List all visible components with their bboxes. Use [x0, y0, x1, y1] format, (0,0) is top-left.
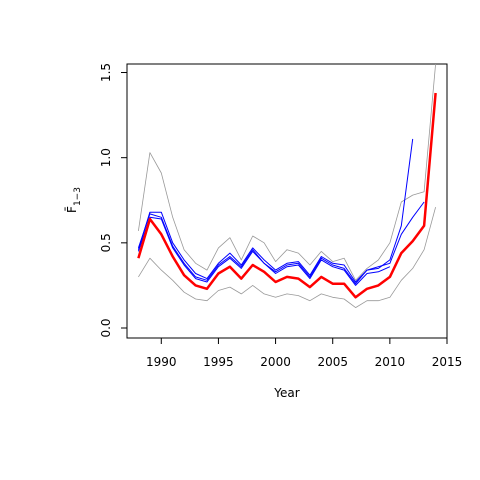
plot-frame: [126, 63, 448, 339]
series-layer: [137, 63, 437, 309]
x-tick-label: 1995: [203, 355, 234, 369]
y-tick-label: 1.5: [99, 63, 113, 82]
series-line-upper-bound: [138, 63, 436, 281]
y-tick-label: 0.0: [99, 318, 113, 337]
y-axis: 0.0 0.5 1.0 1.5: [99, 63, 128, 338]
y-axis-title-subscript: 1−3: [73, 187, 83, 206]
x-tick-label: 2000: [260, 355, 291, 369]
svg-text:F̄1−3: F̄1−3: [65, 187, 83, 213]
y-tick-label: 0.5: [99, 233, 113, 252]
x-tick-label: 2010: [375, 355, 406, 369]
x-axis-title: Year: [273, 386, 299, 400]
x-tick-label: 2015: [432, 355, 463, 369]
y-axis-title: F̄1−3: [65, 187, 83, 213]
series-line-estimate: [137, 92, 437, 299]
series-line-retro-3: [137, 216, 391, 286]
y-tick-label: 1.0: [99, 148, 113, 167]
series-line-retro-2: [137, 201, 425, 283]
series-line-lower-bound: [138, 206, 436, 309]
x-tick-label: 1990: [146, 355, 177, 369]
y-axis-title-main: F̄: [65, 206, 79, 213]
x-tick-label: 2005: [317, 355, 348, 369]
x-axis: 1990 1995 2000 2005 2010 2015: [146, 337, 463, 369]
